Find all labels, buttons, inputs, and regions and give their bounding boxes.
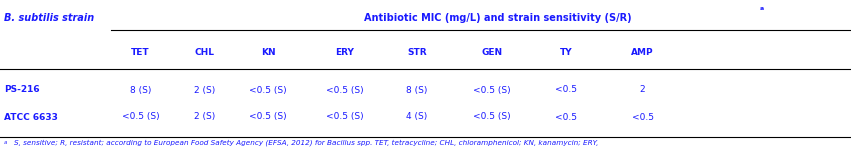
Text: <0.5 (S): <0.5 (S) (473, 112, 511, 122)
Text: B. subtilis strain: B. subtilis strain (4, 13, 94, 23)
Text: STR: STR (407, 48, 427, 57)
Text: a: a (4, 140, 8, 144)
Text: S, sensitive; R, resistant; according to European Food Safety Agency (EFSA, 2012: S, sensitive; R, resistant; according to… (14, 140, 598, 146)
Text: GEN: GEN (482, 48, 502, 57)
Text: <0.5 (S): <0.5 (S) (326, 112, 363, 122)
Text: ERY: ERY (335, 48, 354, 57)
Text: Antibiotic MIC (mg/L) and strain sensitivity (S/R): Antibiotic MIC (mg/L) and strain sensiti… (364, 13, 631, 23)
Text: AMP: AMP (631, 48, 654, 57)
Text: 8 (S): 8 (S) (406, 85, 428, 94)
Text: <0.5: <0.5 (555, 112, 577, 122)
Text: <0.5 (S): <0.5 (S) (249, 85, 287, 94)
Text: 4 (S): 4 (S) (407, 112, 427, 122)
Text: KN: KN (260, 48, 276, 57)
Text: <0.5 (S): <0.5 (S) (326, 85, 363, 94)
Text: <0.5 (S): <0.5 (S) (473, 85, 511, 94)
Text: <0.5: <0.5 (631, 112, 654, 122)
Text: 2 (S): 2 (S) (194, 85, 214, 94)
Text: TY: TY (560, 48, 572, 57)
Text: ATCC 6633: ATCC 6633 (4, 112, 58, 122)
Text: <0.5 (S): <0.5 (S) (122, 112, 159, 122)
Text: 2: 2 (640, 85, 645, 94)
Text: CHL: CHL (194, 48, 214, 57)
Text: 8 (S): 8 (S) (129, 85, 151, 94)
Text: a: a (760, 6, 764, 10)
Text: 2 (S): 2 (S) (194, 112, 214, 122)
Text: TET: TET (131, 48, 150, 57)
Text: PS-216: PS-216 (4, 85, 40, 94)
Text: <0.5 (S): <0.5 (S) (249, 112, 287, 122)
Text: <0.5: <0.5 (555, 85, 577, 94)
